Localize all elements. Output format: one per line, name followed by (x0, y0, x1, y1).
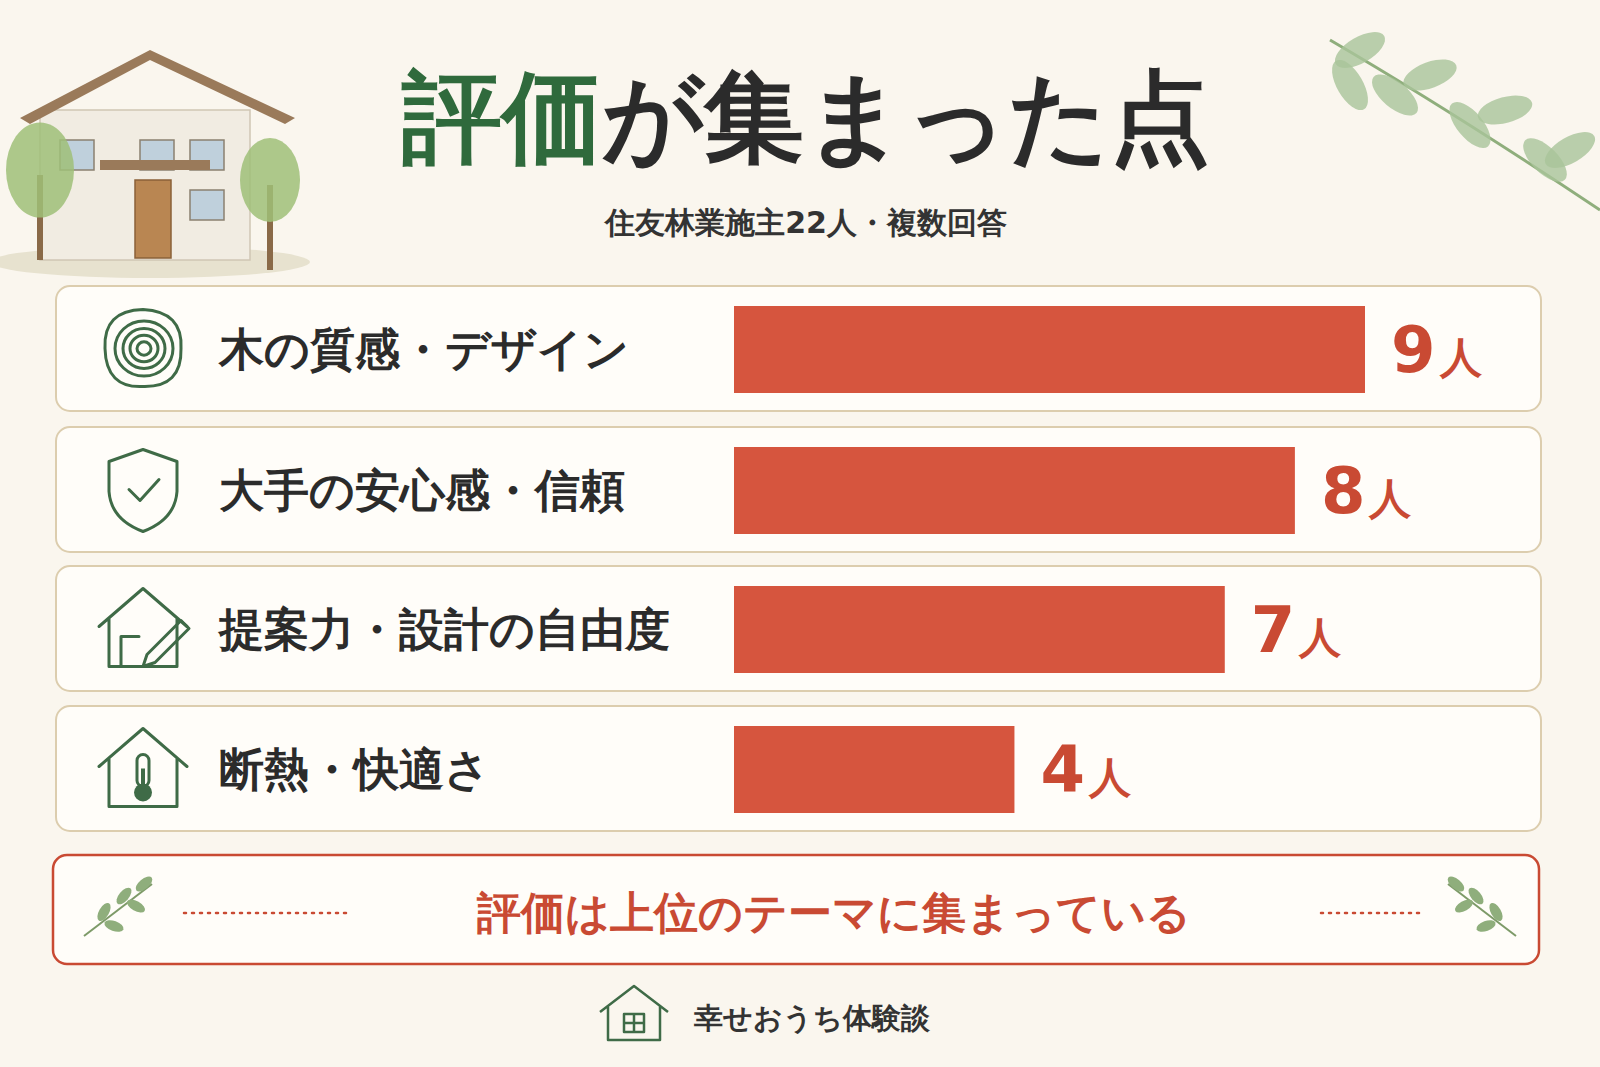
data-label: 7人 (1251, 593, 1342, 667)
card (56, 286, 1541, 411)
sprig-leaf (1445, 874, 1467, 895)
footer-text: 幸せおうち体験談 (693, 1001, 931, 1035)
subtitle: 住友林業施主22人・複数回答 (603, 205, 1007, 240)
branch (1330, 40, 1600, 210)
icon-outline (105, 310, 181, 387)
tree-crown (6, 122, 74, 217)
icon-thermo-level (141, 769, 145, 789)
leaf (1475, 90, 1536, 130)
house-illustration (0, 50, 310, 278)
icon-pencil (143, 621, 189, 667)
icon-ring (115, 321, 173, 376)
cards (56, 286, 1541, 831)
sprig-leaf (1487, 901, 1506, 923)
window (190, 190, 224, 220)
sprig-leaf (1475, 918, 1497, 934)
annotation: 評価は上位のテーマに集まっている (53, 855, 1539, 964)
annotation-text: 評価は上位のテーマに集まっている (476, 887, 1191, 938)
chart-svg: 評価が集まった点住友林業施主22人・複数回答木の質感・デザイン9人大手の安心感・… (0, 0, 1600, 1067)
sprig-stem (1448, 884, 1516, 936)
bar (734, 306, 1365, 393)
data-label-unit: 人 (1298, 613, 1341, 662)
title-highlight: 評価 (401, 59, 602, 176)
icon-shield (109, 450, 177, 532)
door (135, 180, 171, 258)
data-label: 8人 (1321, 454, 1412, 528)
icon-ring (123, 329, 165, 369)
sprig-leaf (95, 901, 114, 923)
bar (734, 586, 1225, 673)
sprig-leaf (103, 918, 125, 934)
category-label: 大手の安心感・信頼 (219, 464, 625, 517)
sprig-leaf (125, 897, 147, 916)
bar (734, 447, 1295, 534)
icon-check (129, 480, 159, 501)
sprig-leaf (133, 874, 155, 895)
annotation-box (53, 855, 1539, 964)
bar (734, 726, 1014, 813)
category-icon (99, 729, 187, 807)
category-label: 断熱・快適さ (219, 743, 490, 796)
leaf (1539, 125, 1600, 176)
house-roof (20, 50, 295, 124)
card (56, 427, 1541, 552)
data-label-unit: 人 (1368, 474, 1411, 523)
leaf-decoration (1325, 25, 1600, 210)
category-icon (99, 589, 189, 667)
data-label: 4人 (1040, 733, 1131, 807)
data-label-number: 7 (1251, 593, 1296, 667)
tree-crown (240, 138, 300, 222)
data-label-number: 8 (1321, 454, 1366, 528)
card (56, 706, 1541, 831)
labels: 木の質感・デザイン9人大手の安心感・信頼8人提案力・設計の自由度7人断熱・快適さ… (217, 313, 1482, 807)
icon-house (99, 729, 187, 807)
sprig-stem (84, 884, 152, 936)
leaf (1399, 53, 1461, 97)
category-icon (105, 310, 181, 387)
chart-root: 評価が集まった点住友林業施主22人・複数回答木の質感・デザイン9人大手の安心感・… (0, 0, 1600, 1067)
porch-roof (100, 160, 210, 170)
data-label: 9人 (1391, 313, 1482, 387)
bars (734, 306, 1365, 813)
leaf (1325, 54, 1376, 115)
category-icon (109, 450, 177, 532)
icon-ring (130, 335, 158, 362)
category-label: 木の質感・デザイン (218, 323, 629, 376)
sprig-leaf (1453, 897, 1475, 916)
icon-door (121, 637, 139, 667)
leaf-sprig (1445, 874, 1516, 936)
background (0, 0, 1600, 1067)
footer: 幸せおうち体験談 (600, 986, 931, 1040)
data-label-number: 4 (1040, 733, 1085, 807)
title: 評価が集まった点 (401, 59, 1210, 176)
dotted-line (184, 912, 352, 915)
data-label-unit: 人 (1439, 333, 1482, 382)
title-rest: が集まった点 (602, 59, 1210, 176)
data-label-unit: 人 (1088, 753, 1131, 802)
dotted-line (1321, 912, 1424, 915)
card (56, 566, 1541, 691)
footer-icon-window (624, 1014, 644, 1032)
leaf-sprig (84, 874, 155, 936)
data-label-number: 9 (1391, 313, 1436, 387)
footer-icon (600, 986, 668, 1040)
category-label: 提案力・設計の自由度 (217, 603, 670, 656)
footer-icon-window-bars (624, 1014, 644, 1032)
icon-ring (137, 342, 151, 355)
